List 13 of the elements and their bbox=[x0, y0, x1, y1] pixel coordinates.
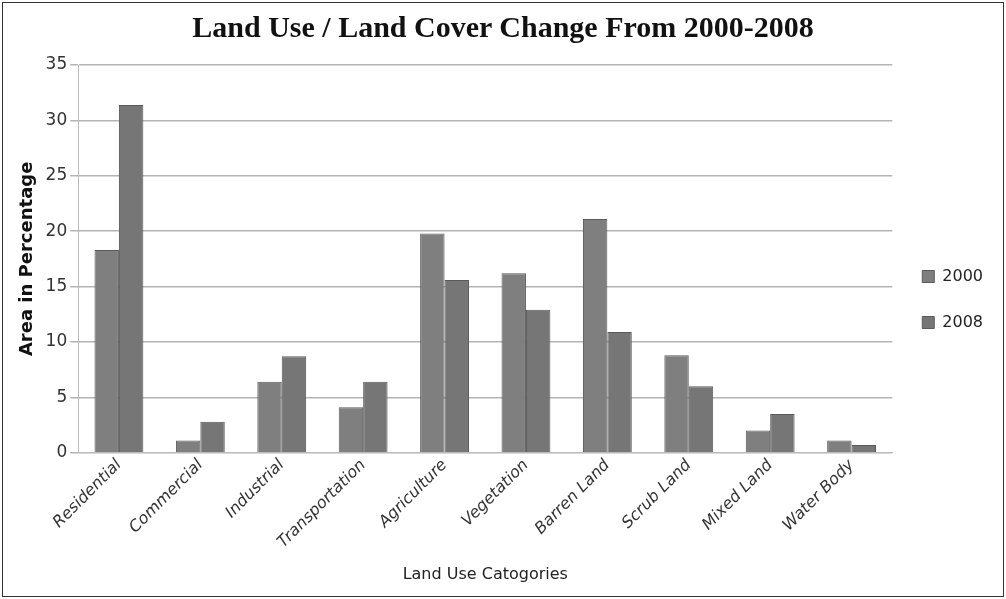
y-tick-label: 20 bbox=[45, 219, 68, 240]
y-tick-label: 15 bbox=[45, 274, 68, 295]
y-tick-label: 30 bbox=[45, 108, 68, 129]
legend-label: 2008 bbox=[942, 311, 983, 331]
y-axis-title: Area in Percentage bbox=[15, 161, 37, 357]
y-tick-label: 25 bbox=[45, 164, 68, 185]
y-tick-label: 10 bbox=[45, 330, 68, 351]
y-tick-label: 0 bbox=[56, 441, 68, 462]
y-tick-label: 35 bbox=[45, 53, 68, 74]
legend-label: 2000 bbox=[942, 265, 983, 285]
chart-title: Land Use / Land Cover Change From 2000-2008 bbox=[192, 9, 814, 43]
x-axis-title: Land Use Catogories bbox=[402, 563, 568, 583]
y-tick-label: 5 bbox=[56, 385, 68, 406]
